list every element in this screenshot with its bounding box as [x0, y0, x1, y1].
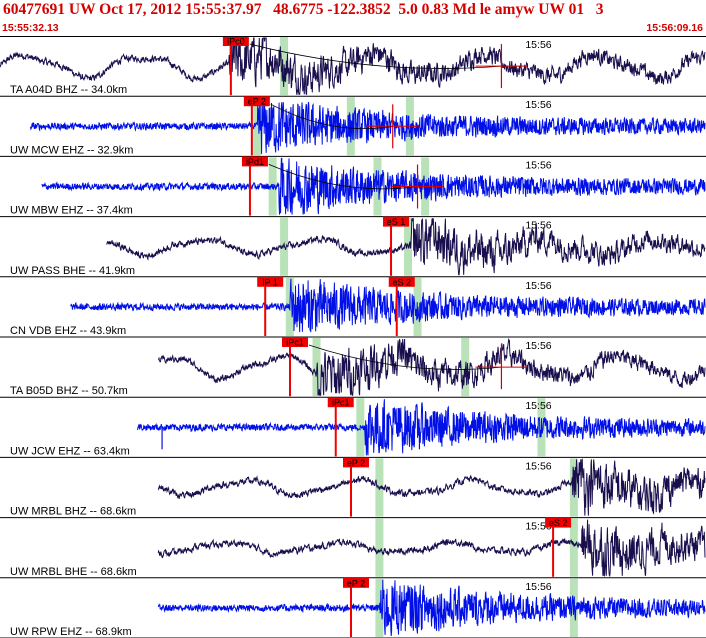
trace-panel: 15:56 iPc1 TA B05D BHZ -- 50.7km [0, 337, 706, 398]
pick-flag[interactable] [342, 577, 369, 588]
window-start-time: 15:55:32.13 [2, 22, 59, 34]
pick-flag[interactable] [222, 36, 249, 46]
pick-flag[interactable] [388, 276, 415, 287]
station-label: UW RPW EHZ -- 68.9km [10, 626, 132, 638]
waveform [157, 579, 706, 637]
station-label: UW PASS BHE -- 41.9km [10, 265, 135, 277]
pick-label: iP 1 [263, 277, 278, 287]
pick-label: eP 2 [347, 458, 365, 468]
pick-flag[interactable] [342, 457, 369, 468]
pick-flag[interactable] [383, 216, 410, 227]
station-label: UW MBW EHZ -- 37.4km [10, 205, 133, 217]
waveform [106, 218, 706, 276]
trace-panel: 15:56 iPc1 UW JCW EHZ -- 63.4km [0, 397, 706, 458]
trace-panel: 15:56 iPc0 TA A04D BHZ -- 34.0km [0, 36, 706, 97]
pick-label: iPd1 [246, 157, 264, 167]
phase-window [253, 97, 262, 156]
trace-panel: 15:56 eS 1 UW PASS BHE -- 41.9km [0, 216, 706, 278]
station-label: CN VDB EHZ -- 43.9km [10, 325, 126, 337]
trace-panel: 15:56 iPd1 UW MBW EHZ -- 37.4km [0, 156, 706, 218]
pick-label: iPc0 [227, 37, 245, 47]
station-label: UW JCW EHZ -- 63.4km [10, 445, 130, 457]
pick-flag[interactable] [327, 397, 354, 408]
trace-panel: 15:56 eP 2 UW MRBL BHZ -- 68.6km [0, 457, 706, 519]
minute-tick-label: 15:56 [525, 400, 551, 412]
phase-window [375, 518, 384, 577]
station-label: UW MCW EHZ -- 32.9km [10, 144, 133, 156]
waveform [136, 399, 706, 456]
pick-flag[interactable] [243, 96, 270, 107]
pick-flag[interactable] [545, 517, 572, 528]
waveform [157, 458, 706, 516]
waveform [30, 98, 706, 154]
header: 60477691 UW Oct 17, 2012 15:55:37.97 48.… [0, 0, 706, 36]
seismogram-panels: 15:56 iPc0 TA A04D BHZ -- 34.0km 15:56 eP 2 U… [0, 36, 706, 638]
predicted-arrival-curve [308, 344, 502, 370]
station-label: TA B05D BHZ -- 50.7km [10, 385, 128, 397]
trace-panel: 15:56 iP 1 eS 2 CN VDB EHZ -- 43.9km [0, 276, 706, 338]
waveform [157, 337, 706, 396]
pick-flag[interactable] [281, 337, 308, 347]
station-label: TA A04D BHZ -- 34.0km [10, 84, 127, 96]
predicted-arrival-curve [249, 43, 502, 69]
minute-tick-label: 15:56 [525, 280, 551, 292]
pick-label: eS 2 [392, 277, 411, 287]
window-end-time: 15:56:09.16 [646, 22, 703, 34]
waveform [70, 278, 706, 333]
pick-label: iPc1 [332, 398, 350, 408]
station-label: UW MRBL BHZ -- 68.6km [10, 506, 136, 518]
waveform [157, 519, 706, 578]
minute-tick-label: 15:56 [525, 39, 551, 51]
minute-tick-label: 15:56 [525, 159, 551, 171]
pick-label: eS 2 [549, 518, 568, 528]
predicted-arrival-curve [268, 164, 418, 190]
phase-window [569, 518, 578, 577]
trace-panel: 15:56 eP 2 UW RPW EHZ -- 68.9km [0, 577, 706, 638]
event-title: 60477691 UW Oct 17, 2012 15:55:37.97 48.… [3, 1, 604, 18]
pick-label: eP 2 [347, 578, 365, 588]
predicted-arrival-curve [270, 103, 393, 130]
pick-flag[interactable] [257, 276, 284, 287]
minute-tick-label: 15:56 [525, 220, 551, 232]
minute-tick-label: 15:56 [525, 99, 551, 111]
waveform [41, 157, 706, 215]
pick-label: eP 2 [248, 97, 266, 107]
pick-label: eS 1 [387, 217, 406, 227]
waveform [0, 37, 706, 95]
minute-tick-label: 15:56 [525, 460, 551, 472]
minute-tick-label: 15:56 [525, 340, 551, 352]
minute-tick-label: 15:56 [525, 581, 551, 593]
pick-label: iPc1 [286, 338, 304, 348]
pick-flag[interactable] [241, 156, 268, 167]
station-label: UW MRBL BHE -- 68.6km [10, 566, 137, 578]
trace-panel: 15:56 eP 2 UW MCW EHZ -- 32.9km [0, 96, 706, 157]
